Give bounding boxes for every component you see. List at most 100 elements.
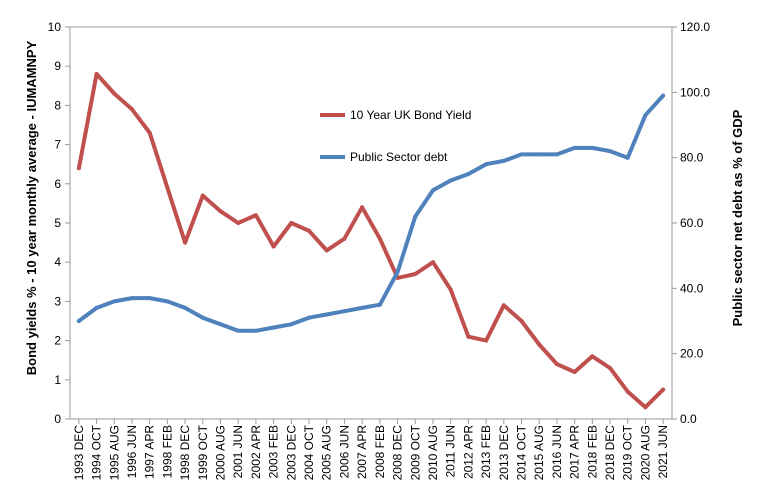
- data-point-0: [147, 130, 152, 135]
- x-tick-label: 2002 APR: [249, 425, 263, 479]
- data-point-1: [360, 305, 365, 310]
- data-point-1: [324, 312, 329, 317]
- data-point-1: [413, 214, 418, 219]
- x-tick-label: 2008 DEC: [391, 425, 405, 481]
- data-point-1: [289, 322, 294, 327]
- data-point-1: [253, 328, 258, 333]
- y2-tick-label: 20.0: [680, 347, 704, 361]
- y2-tick-label: 0.0: [680, 412, 697, 426]
- series-line-1: [76, 93, 666, 333]
- data-point-0: [625, 389, 630, 394]
- x-tick-label: 2020 AUG: [638, 425, 652, 480]
- x-tick-label: 1997 APR: [143, 425, 157, 479]
- x-tick-label: 2013 DEC: [497, 425, 511, 481]
- y-tick-label: 0: [54, 412, 61, 426]
- data-point-0: [466, 334, 471, 339]
- data-point-1: [431, 188, 435, 193]
- y-tick-label: 10: [48, 20, 62, 34]
- y-axis-left: 0 1 2 3 4 5 6 7 8 9 10: [48, 20, 70, 426]
- data-point-0: [661, 387, 666, 392]
- data-point-1: [342, 309, 347, 314]
- data-point-0: [271, 244, 276, 249]
- data-point-0: [253, 213, 258, 218]
- data-point-0: [413, 272, 418, 276]
- legend-label-public-debt: Public Sector debt: [350, 150, 448, 164]
- data-point-0: [342, 236, 347, 241]
- data-point-1: [377, 302, 382, 307]
- x-tick-label: 2012 APR: [461, 425, 475, 479]
- data-point-1: [484, 162, 489, 167]
- data-point-1: [625, 155, 630, 160]
- x-tick-label: 1999 OCT: [196, 424, 210, 480]
- x-tick-label: 2003 FEB: [267, 425, 281, 478]
- y-axis-right: 0.0 20.0 40.0 60.0 80.0 100.0 120.0: [672, 20, 710, 426]
- y2-axis-title: Public sector net debt as % of GDP: [730, 109, 745, 326]
- data-point-0: [360, 205, 365, 210]
- data-point-1: [661, 93, 666, 98]
- data-point-1: [183, 305, 188, 310]
- y-tick-label: 3: [54, 294, 61, 308]
- y-axis-title: Bond yields % - 10 year monthly average …: [24, 40, 39, 375]
- data-point-1: [590, 145, 595, 150]
- y-tick-label: 8: [54, 98, 61, 112]
- series-line-0: [76, 72, 666, 410]
- data-point-0: [76, 166, 81, 171]
- data-point-1: [554, 152, 559, 157]
- data-point-0: [112, 91, 117, 96]
- y-tick-label: 1: [54, 373, 61, 387]
- y-tick-label: 7: [54, 138, 61, 152]
- x-tick-label: 2007 APR: [355, 425, 369, 479]
- data-point-1: [112, 299, 117, 304]
- data-point-1: [448, 178, 453, 183]
- data-point-1: [307, 315, 311, 320]
- x-tick-label: 2011 JUN: [444, 425, 458, 477]
- x-axis: 1993 DEC 1994 OCT 1995 AUG 1996 JUN 1997 APR…: [72, 419, 670, 480]
- data-point-0: [643, 405, 648, 410]
- data-point-1: [200, 315, 205, 320]
- x-tick-label: 2009 OCT: [408, 424, 422, 480]
- legend-label-bond-yield: 10 Year UK Bond Yield: [350, 108, 471, 122]
- data-point-1: [395, 270, 400, 274]
- x-tick-label: 2006 JUN: [337, 425, 351, 478]
- data-point-0: [537, 342, 542, 347]
- data-point-0: [289, 221, 294, 225]
- x-tick-label: 2008 FEB: [373, 425, 387, 478]
- data-point-0: [484, 338, 489, 343]
- y-tick-label: 4: [54, 255, 61, 269]
- y2-tick-label: 120.0: [680, 20, 710, 34]
- data-point-1: [76, 319, 81, 323]
- x-tick-label: 2013 FEB: [479, 425, 493, 478]
- x-tick-label: 2003 DEC: [284, 425, 298, 481]
- data-point-0: [431, 260, 435, 265]
- x-tick-label: 2018 FEB: [585, 425, 599, 478]
- x-tick-label: 2021 JUN: [656, 425, 670, 478]
- data-point-1: [130, 296, 134, 301]
- x-tick-label: 2015 AUG: [532, 425, 546, 480]
- x-tick-label: 1995 AUG: [107, 425, 121, 480]
- x-tick-label: 2001 JUN: [231, 425, 245, 478]
- data-point-1: [147, 296, 152, 301]
- x-tick-label: 2004 OCT: [302, 424, 316, 480]
- data-point-1: [519, 152, 524, 157]
- x-tick-label: 1994 OCT: [90, 424, 104, 480]
- series-layer: [76, 72, 666, 410]
- data-point-0: [324, 248, 329, 253]
- y-tick-label: 2: [54, 334, 61, 348]
- data-point-0: [572, 370, 577, 374]
- x-tick-label: 2017 APR: [568, 425, 582, 479]
- data-point-0: [165, 185, 170, 190]
- data-point-1: [608, 149, 612, 154]
- data-point-0: [236, 221, 241, 225]
- data-point-1: [501, 158, 506, 163]
- data-point-1: [271, 325, 276, 330]
- y2-tick-label: 100.0: [680, 85, 710, 99]
- data-point-0: [218, 209, 223, 214]
- x-tick-label: 1993 DEC: [72, 425, 86, 481]
- y2-tick-label: 80.0: [680, 151, 704, 165]
- y2-tick-label: 60.0: [680, 216, 704, 230]
- y-tick-label: 9: [54, 59, 61, 73]
- x-tick-label: 2000 AUG: [214, 425, 228, 480]
- y-tick-label: 5: [54, 216, 61, 230]
- data-point-0: [554, 362, 559, 367]
